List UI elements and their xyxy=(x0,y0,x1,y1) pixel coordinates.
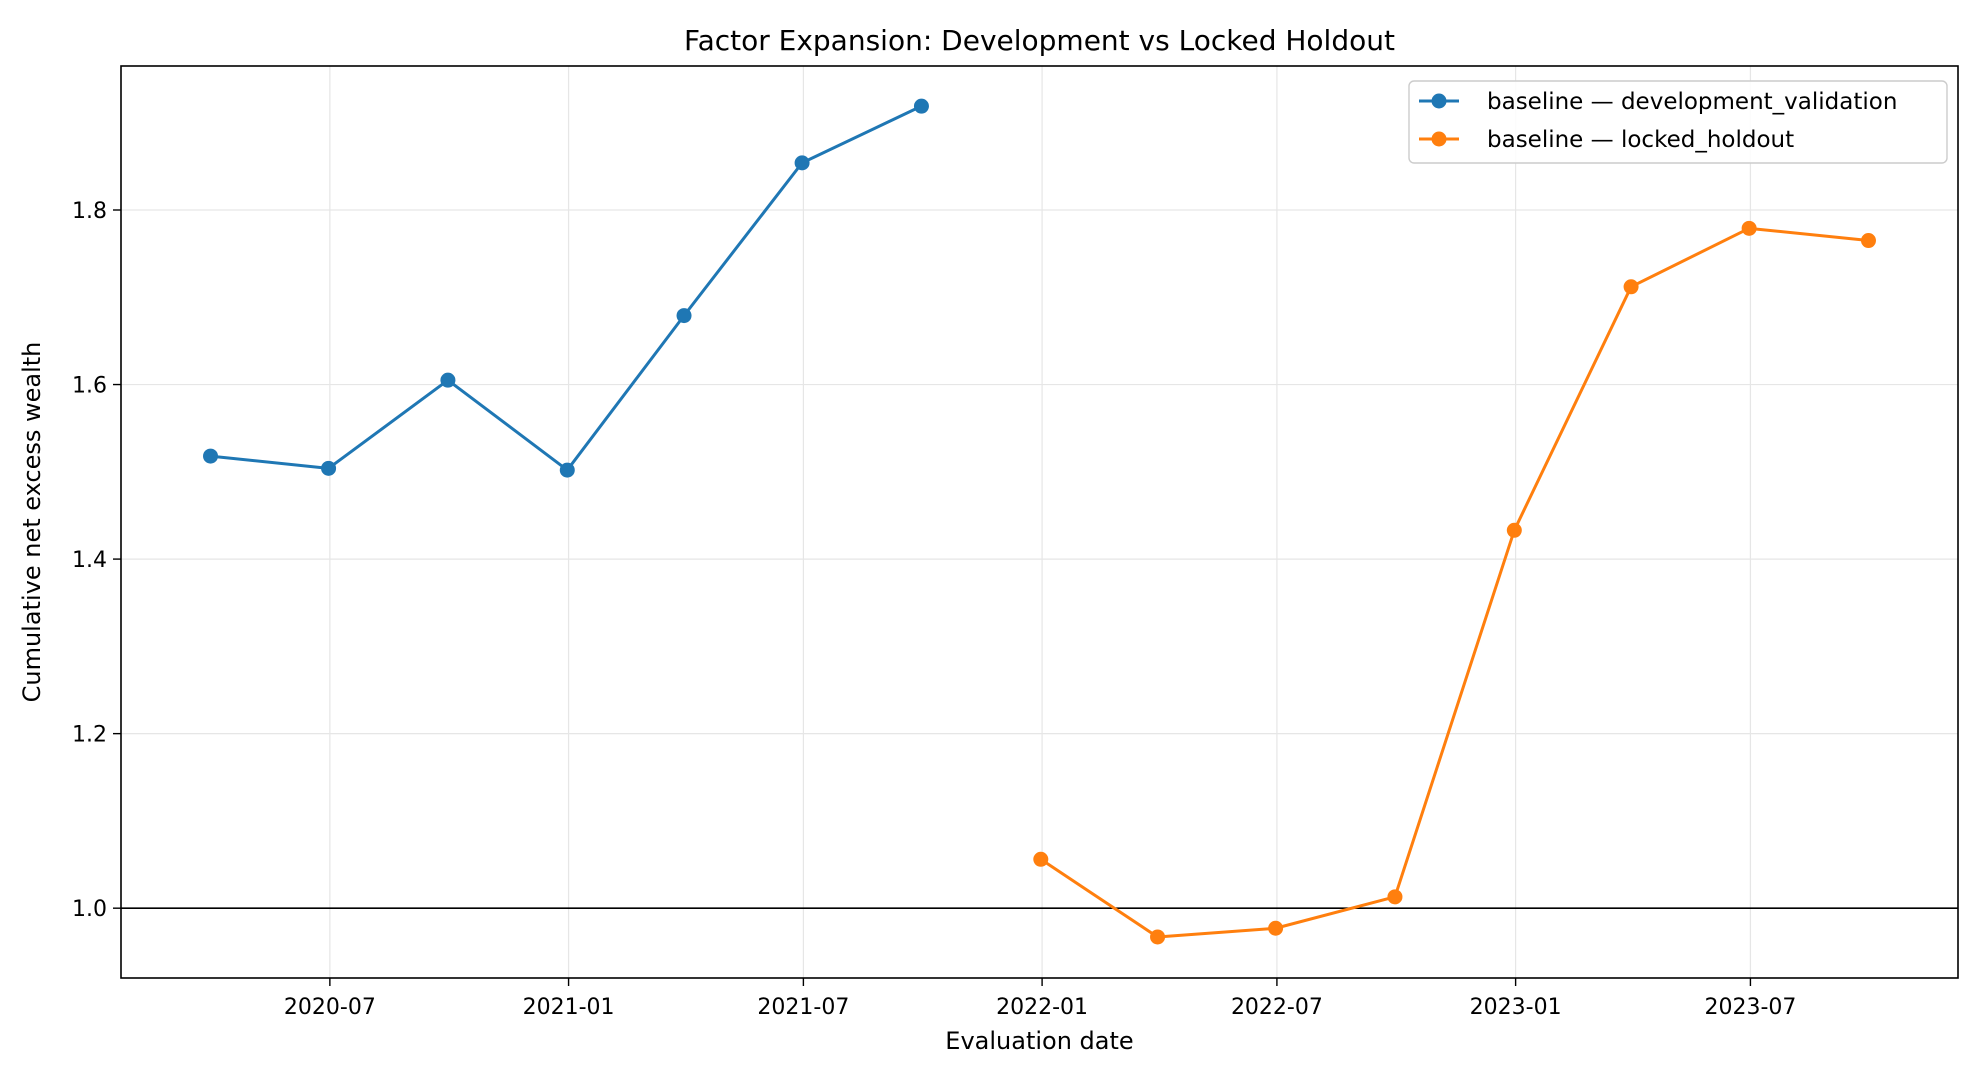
data-point xyxy=(1268,920,1284,936)
data-point xyxy=(794,155,810,171)
series-1 xyxy=(1033,220,1876,945)
plot-frame xyxy=(120,65,1959,979)
data-point xyxy=(1506,522,1522,538)
series-line xyxy=(1039,226,1870,939)
y-tick-label: 1.8 xyxy=(72,199,107,224)
legend-marker xyxy=(1431,93,1447,109)
legend-item: baseline — development_validation xyxy=(1419,89,1897,115)
data-point xyxy=(1741,220,1757,236)
data-point xyxy=(203,448,219,464)
x-tick-label: 2021-07 xyxy=(757,995,849,1020)
x-tick-label: 2022-01 xyxy=(996,995,1088,1020)
legend-label: baseline — locked_holdout xyxy=(1487,127,1794,153)
legend-item: baseline — locked_holdout xyxy=(1419,127,1794,153)
x-tick-label: 2022-07 xyxy=(1231,995,1323,1020)
series-0 xyxy=(203,98,929,478)
series-layer xyxy=(203,98,1876,945)
y-tick-label: 1.0 xyxy=(72,897,107,922)
data-point xyxy=(1387,889,1403,905)
chart-title: Factor Expansion: Development vs Locked … xyxy=(684,24,1395,57)
data-point xyxy=(1150,929,1166,945)
data-point xyxy=(559,462,575,478)
legend-label: baseline — development_validation xyxy=(1487,89,1897,115)
data-point xyxy=(913,98,929,114)
x-tick-label: 2023-01 xyxy=(1470,995,1562,1020)
y-axis-label: Cumulative net excess wealth xyxy=(18,342,46,703)
x-tick-label: 2023-07 xyxy=(1704,995,1796,1020)
data-point xyxy=(676,308,692,324)
data-point xyxy=(1033,851,1049,867)
y-tick-label: 1.2 xyxy=(72,723,107,748)
x-tick-label: 2021-01 xyxy=(523,995,615,1020)
data-point xyxy=(440,372,456,388)
legend: baseline — development_validationbaselin… xyxy=(1408,80,1948,164)
data-point xyxy=(1860,233,1876,249)
ticks-layer: 2020-07 2021-01 2021-07 2022-01 2022-07 2023-… xyxy=(72,199,1796,1020)
series-line xyxy=(209,104,923,472)
grid-layer xyxy=(121,66,1958,978)
data-point xyxy=(321,460,337,476)
x-axis-label: Evaluation date xyxy=(945,1027,1133,1055)
legend-marker xyxy=(1431,131,1447,147)
data-point xyxy=(1623,279,1639,295)
legend-box xyxy=(1408,80,1948,164)
y-tick-label: 1.4 xyxy=(72,548,107,573)
y-tick-label: 1.6 xyxy=(72,374,107,399)
x-tick-label: 2020-07 xyxy=(284,995,376,1020)
